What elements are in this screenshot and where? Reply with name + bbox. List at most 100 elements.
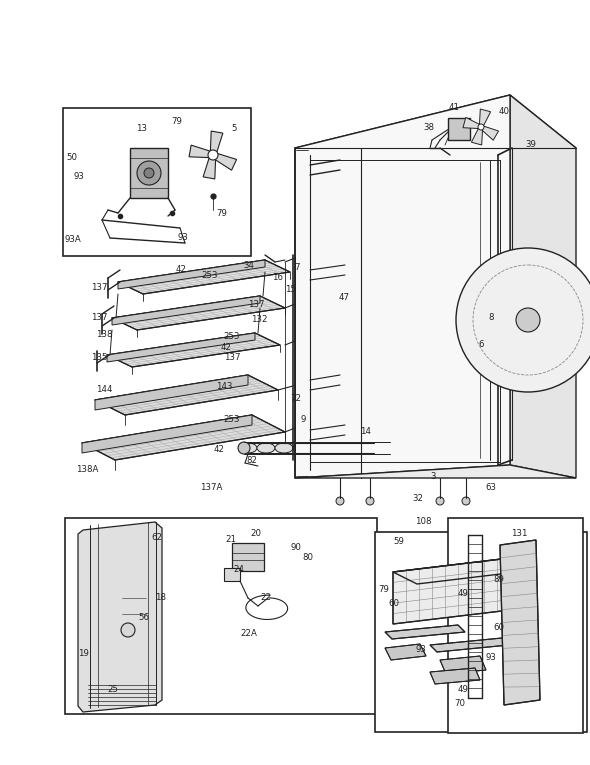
Polygon shape	[295, 95, 576, 148]
Text: 40: 40	[499, 106, 510, 116]
Text: 24: 24	[234, 565, 244, 574]
Text: 42: 42	[175, 265, 186, 274]
Polygon shape	[430, 668, 480, 684]
Text: 22A: 22A	[241, 630, 257, 639]
Text: 60: 60	[388, 600, 399, 608]
Bar	[448, 518, 583, 733]
Text: 47: 47	[339, 292, 349, 301]
Text: 6: 6	[478, 340, 484, 349]
Text: 5: 5	[231, 123, 237, 132]
Circle shape	[366, 497, 374, 505]
Text: 253: 253	[224, 415, 240, 424]
Ellipse shape	[293, 443, 311, 453]
Circle shape	[516, 308, 540, 332]
Polygon shape	[95, 375, 278, 415]
Circle shape	[462, 497, 470, 505]
Text: 253: 253	[224, 331, 240, 340]
Text: 7: 7	[294, 262, 300, 272]
Ellipse shape	[239, 443, 257, 453]
Polygon shape	[430, 638, 509, 652]
Polygon shape	[385, 644, 426, 660]
Text: 8: 8	[489, 312, 494, 321]
Polygon shape	[295, 465, 576, 478]
Ellipse shape	[257, 443, 275, 453]
Polygon shape	[463, 117, 480, 129]
Text: 59: 59	[394, 538, 404, 546]
Text: 70: 70	[454, 699, 466, 708]
Text: 79: 79	[217, 209, 227, 217]
Text: 50: 50	[67, 152, 77, 161]
Text: 137: 137	[91, 312, 107, 321]
Circle shape	[456, 248, 590, 392]
Text: 21: 21	[225, 535, 237, 543]
Text: 49: 49	[458, 590, 468, 598]
Circle shape	[137, 161, 161, 185]
Text: 93: 93	[178, 233, 188, 242]
Ellipse shape	[275, 443, 293, 453]
Text: 93: 93	[74, 171, 84, 181]
Polygon shape	[130, 148, 168, 198]
Bar	[232, 543, 264, 571]
Polygon shape	[393, 558, 510, 624]
Polygon shape	[481, 126, 499, 140]
Polygon shape	[203, 157, 216, 179]
Polygon shape	[82, 415, 285, 460]
Polygon shape	[510, 558, 534, 622]
Polygon shape	[107, 333, 280, 367]
Text: 132: 132	[251, 314, 267, 324]
Text: 42: 42	[214, 444, 225, 454]
Text: 3: 3	[430, 471, 436, 480]
Text: 93A: 93A	[65, 235, 81, 243]
Text: 20: 20	[251, 529, 261, 539]
Text: 138: 138	[96, 330, 112, 338]
Text: 135: 135	[91, 353, 107, 362]
Bar	[65, 518, 377, 714]
Text: 38: 38	[424, 122, 434, 132]
Text: 62: 62	[152, 532, 162, 542]
Text: 9: 9	[300, 415, 306, 424]
Bar	[375, 532, 587, 732]
Ellipse shape	[238, 442, 250, 454]
Text: 25: 25	[107, 685, 119, 694]
Polygon shape	[480, 109, 491, 125]
Text: 56: 56	[139, 613, 149, 621]
Bar	[63, 108, 251, 256]
Polygon shape	[107, 333, 255, 362]
Polygon shape	[118, 260, 265, 289]
Text: 34: 34	[244, 261, 254, 269]
Polygon shape	[78, 522, 162, 712]
Circle shape	[436, 497, 444, 505]
Text: 138A: 138A	[76, 464, 98, 474]
Text: 14: 14	[360, 427, 372, 435]
Polygon shape	[440, 656, 486, 674]
Text: 32: 32	[412, 493, 424, 503]
Circle shape	[144, 168, 154, 178]
Text: 63: 63	[486, 483, 497, 491]
Text: 90: 90	[290, 542, 301, 552]
Polygon shape	[189, 145, 211, 158]
Text: 39: 39	[526, 139, 536, 148]
Polygon shape	[500, 540, 540, 705]
Text: 253: 253	[202, 271, 218, 279]
Circle shape	[336, 497, 344, 505]
Text: 60: 60	[493, 623, 504, 631]
Text: 19: 19	[77, 649, 88, 659]
Text: 108: 108	[415, 516, 431, 526]
Text: 131: 131	[511, 529, 527, 539]
Text: 42: 42	[221, 343, 231, 351]
Text: 93: 93	[415, 644, 427, 653]
Text: 79: 79	[172, 116, 182, 125]
Text: 22: 22	[261, 593, 271, 601]
Text: 93: 93	[486, 653, 496, 662]
Text: 79: 79	[379, 584, 389, 594]
Text: 82: 82	[247, 455, 257, 464]
Polygon shape	[211, 131, 223, 153]
Text: 80: 80	[303, 552, 313, 562]
Ellipse shape	[329, 443, 347, 453]
Polygon shape	[112, 296, 260, 325]
Bar	[448, 118, 470, 140]
Polygon shape	[95, 375, 248, 410]
Polygon shape	[385, 625, 465, 639]
Circle shape	[478, 124, 484, 130]
Polygon shape	[112, 296, 285, 330]
